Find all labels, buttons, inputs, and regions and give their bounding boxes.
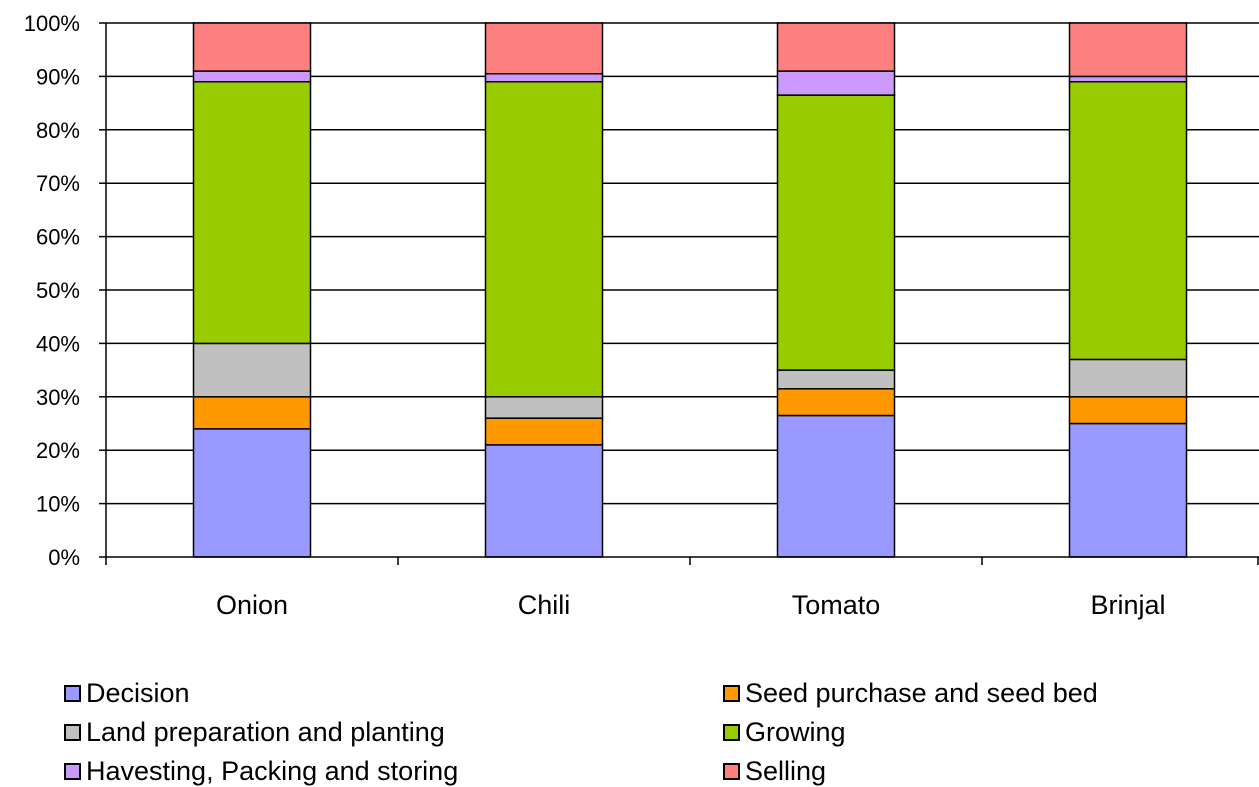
legend-swatch (64, 763, 81, 780)
bar-segment-seed (484, 417, 604, 446)
legend-swatch (723, 685, 740, 702)
x-tick-label: Chili (518, 590, 571, 620)
y-tick-label: 80% (36, 118, 80, 143)
legend-item: Seed purchase and seed bed (723, 678, 1098, 709)
bar-segment-seed (192, 396, 312, 430)
legend-label: Havesting, Packing and storing (86, 756, 459, 786)
legend-item: Selling (723, 756, 826, 787)
bar-stack-chili (484, 22, 604, 558)
bar-segment-land (1068, 358, 1188, 398)
y-tick-label: 70% (36, 171, 80, 196)
bar-segment-growing (192, 80, 312, 345)
y-tick-label: 50% (36, 278, 80, 303)
bar-segment-havesting (776, 70, 896, 96)
bar-segment-seed (1068, 396, 1188, 425)
legend-label: Growing (745, 717, 846, 747)
y-tick-label: 30% (36, 385, 80, 410)
bar-segment-land (776, 369, 896, 390)
bar-segment-havesting (1068, 75, 1188, 83)
legend: Decision Seed purchase and seed bed Land p… (0, 672, 1259, 787)
bar-segment-selling (484, 22, 604, 75)
legend-item: Decision (64, 678, 190, 709)
bar-segment-growing (776, 94, 896, 371)
stacked-bar-chart: 0% 10% 20% 30% 40% 50% 60% 70% 80% 90% 100% Onion C… (24, 11, 1259, 620)
y-tick-label: 10% (36, 492, 80, 517)
y-tick-label: 20% (36, 438, 80, 463)
bar-segment-seed (776, 388, 896, 417)
legend-label: Selling (745, 756, 827, 786)
bar-stack-onion (192, 22, 312, 558)
bar-segment-growing (484, 80, 604, 398)
y-axis-ticks: 0% 10% 20% 30% 40% 50% 60% 70% 80% 90% 100% (24, 11, 106, 570)
x-axis-ticks: Onion Chili Tomato Brinjal (216, 590, 1166, 620)
legend-label: Seed purchase and seed bed (745, 678, 1098, 708)
legend-label: Decision (86, 678, 190, 708)
y-tick-label: 40% (36, 331, 80, 356)
bar-segment-decision (484, 444, 604, 558)
legend-label: Land preparation and planting (86, 717, 445, 747)
bar-segment-land (192, 342, 312, 398)
bar-stack-tomato (776, 22, 896, 558)
legend-item: Havesting, Packing and storing (64, 756, 458, 787)
y-tick-label: 90% (36, 64, 80, 89)
bar-segment-land (484, 396, 604, 419)
bar-segment-havesting (192, 70, 312, 83)
x-tick-label: Tomato (792, 590, 881, 620)
bar-segment-decision (776, 414, 896, 558)
legend-swatch (723, 763, 740, 780)
legend-swatch (64, 685, 81, 702)
x-tick-label: Brinjal (1090, 590, 1165, 620)
bar-segment-havesting (484, 72, 604, 83)
bar-segment-decision (192, 428, 312, 558)
bar-segment-selling (1068, 22, 1188, 78)
bar-segment-selling (776, 22, 896, 72)
legend-swatch (723, 724, 740, 741)
bar-segment-selling (192, 22, 312, 72)
legend-swatch (64, 724, 81, 741)
legend-item: Growing (723, 717, 846, 748)
bars (192, 22, 1188, 558)
bar-segment-decision (1068, 422, 1188, 558)
y-tick-label: 100% (24, 11, 80, 36)
y-tick-label: 60% (36, 225, 80, 250)
bar-segment-growing (1068, 80, 1188, 361)
y-tick-label: 0% (48, 545, 80, 570)
legend-item: Land preparation and planting (64, 717, 445, 748)
x-tick-label: Onion (216, 590, 288, 620)
bar-stack-brinjal (1068, 22, 1188, 558)
